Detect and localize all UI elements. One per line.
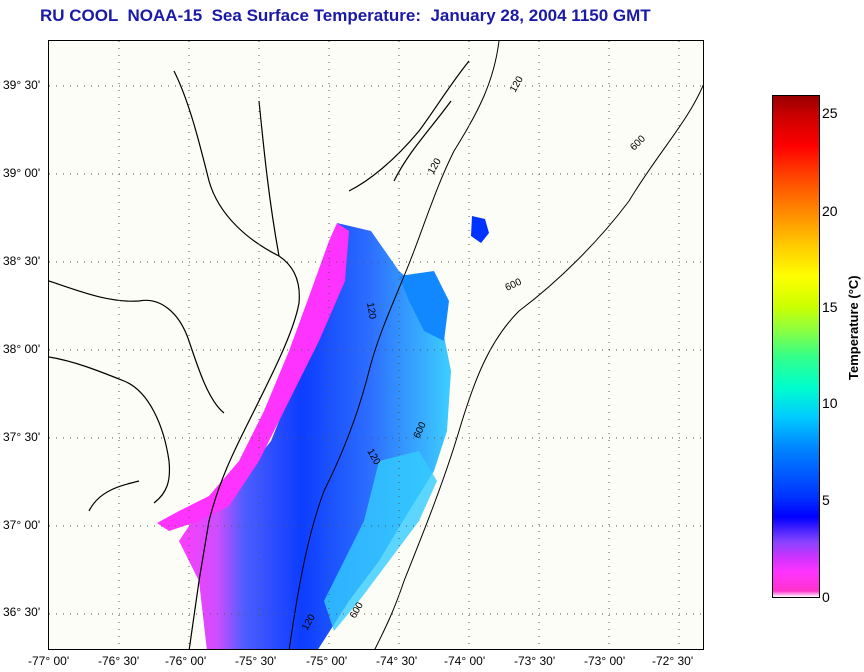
sst-blob xyxy=(471,216,489,243)
graticule xyxy=(49,41,703,649)
lon-label: -75° 00' xyxy=(306,654,348,668)
lon-label: -77° 00' xyxy=(28,654,70,668)
page-title: RU COOL NOAA-15 Sea Surface Temperature:… xyxy=(40,6,651,25)
sst-map: 120 120 120 120 120 600 600 600 600 xyxy=(48,40,704,650)
colorbar-tick: 10 xyxy=(822,395,838,411)
sst-warm-patch xyxy=(324,451,437,631)
lon-label: -76° 30' xyxy=(98,654,140,668)
lat-label: 39° 00' xyxy=(3,166,41,180)
contour-label-120: 120 xyxy=(508,74,526,94)
temperature-colorbar xyxy=(772,95,820,598)
lon-label: -74° 30' xyxy=(376,654,418,668)
lon-label: -76° 00' xyxy=(165,654,207,668)
lon-label: -75° 30' xyxy=(235,654,277,668)
lat-label: 39° 30' xyxy=(3,78,41,92)
lat-label: 38° 30' xyxy=(3,254,41,268)
lat-label: 38° 00' xyxy=(3,342,41,356)
colorbar-tick: 0 xyxy=(822,589,830,605)
coastline xyxy=(49,60,470,649)
contour-label-120: 120 xyxy=(364,302,378,321)
colorbar-tick: 5 xyxy=(822,492,830,508)
contour-600 xyxy=(374,84,703,649)
lat-label: 37° 30' xyxy=(3,430,41,444)
lon-label: -73° 00' xyxy=(584,654,626,668)
contour-label-120: 120 xyxy=(426,156,444,176)
lon-label: -73° 30' xyxy=(514,654,556,668)
contour-120 xyxy=(288,41,500,649)
contour-label-600: 600 xyxy=(628,133,648,153)
map-canvas: 120 120 120 120 120 600 600 600 600 xyxy=(49,41,703,649)
colorbar-title: Temperature (°C) xyxy=(846,275,861,380)
contour-label-600: 600 xyxy=(504,277,524,294)
lon-label: -74° 00' xyxy=(444,654,486,668)
lat-label: 36° 30' xyxy=(3,605,41,619)
lat-label: 37° 00' xyxy=(3,518,41,532)
lon-label: -72° 30' xyxy=(652,654,694,668)
sst-offshore-patch xyxy=(399,271,449,341)
colorbar-tick: 25 xyxy=(822,105,838,121)
colorbar-tick: 15 xyxy=(822,299,838,315)
colorbar-tick: 20 xyxy=(822,203,838,219)
sst-nearshore xyxy=(157,223,349,531)
